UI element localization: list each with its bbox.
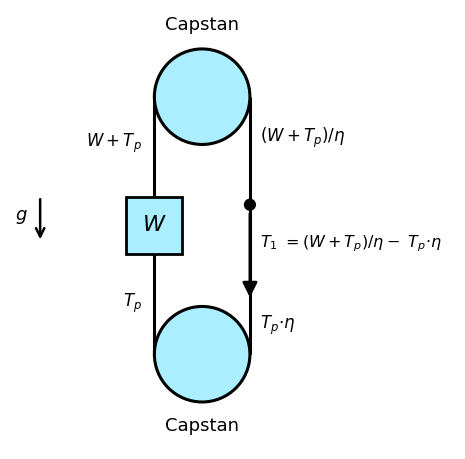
Ellipse shape <box>154 49 250 145</box>
Text: Capstan: Capstan <box>165 416 239 435</box>
Text: Capstan: Capstan <box>165 17 239 34</box>
Text: $W$: $W$ <box>142 215 167 235</box>
Text: $T_p$: $T_p$ <box>123 292 142 315</box>
Text: $g$: $g$ <box>15 208 28 226</box>
Text: $T_p{\cdot}\eta$: $T_p{\cdot}\eta$ <box>260 313 296 337</box>
Bar <box>126 197 182 253</box>
Ellipse shape <box>154 307 250 402</box>
Circle shape <box>245 199 255 210</box>
Text: $T_1\ =(W+T_p)/\eta-\ T_p{\cdot}\eta$: $T_1\ =(W+T_p)/\eta-\ T_p{\cdot}\eta$ <box>260 234 442 254</box>
Text: $W+T_p$: $W+T_p$ <box>86 131 142 155</box>
Text: $(W+T_p)/\eta$: $(W+T_p)/\eta$ <box>260 126 346 151</box>
